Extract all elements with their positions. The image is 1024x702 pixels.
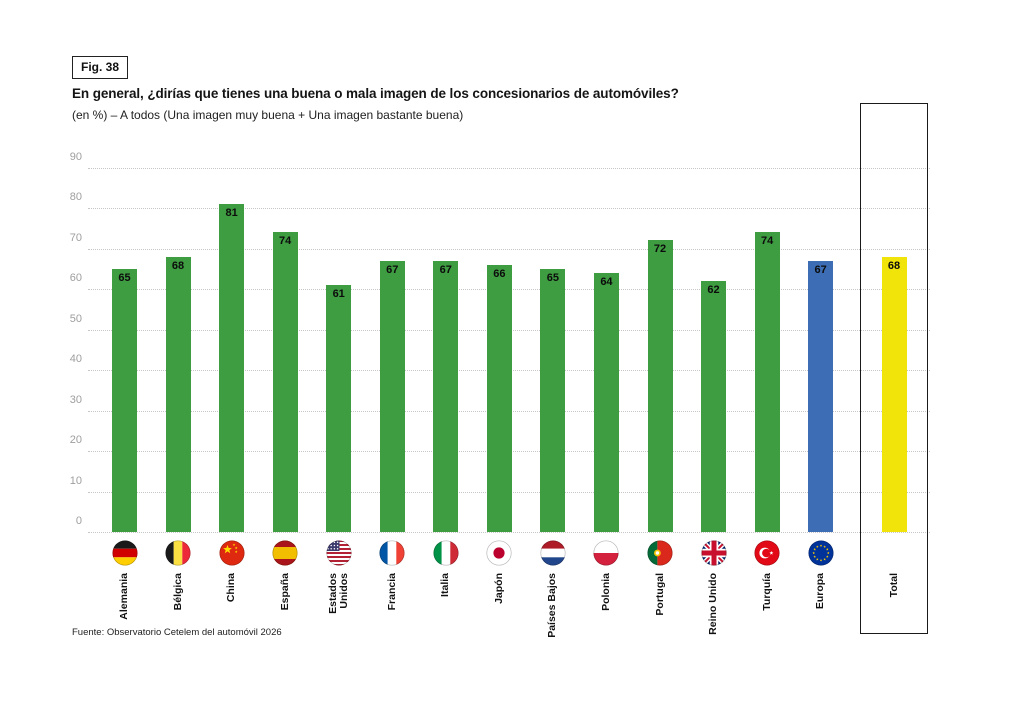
- flag-italia-icon: [433, 540, 459, 566]
- bar-value-polonia: 64: [600, 275, 613, 288]
- bar-value-espana: 74: [279, 235, 292, 248]
- flag-alemania-icon: [111, 540, 138, 566]
- bar-value-francia: 67: [386, 263, 399, 276]
- bar-value-portugal: 72: [653, 243, 667, 256]
- category-label-europa: Europa: [814, 573, 827, 610]
- category-label-total: Total: [887, 573, 900, 598]
- figure-number-badge: Fig. 38: [72, 56, 129, 79]
- category-label-italia: Italia: [439, 573, 452, 597]
- flag-turquia-icon: [754, 540, 780, 566]
- chart-title: En general, ¿dirías que tienes una buena…: [72, 86, 679, 101]
- y-axis-tick-label: 40: [69, 353, 82, 365]
- bar-value-estados-unidos: 61: [332, 287, 345, 300]
- bar-value-italia: 67: [439, 263, 452, 276]
- chart-subtitle: (en %) – A todos (Una imagen muy buena +…: [72, 108, 464, 122]
- bar-value-turquia: 74: [760, 235, 774, 248]
- bar-estados-unidos: 61: [326, 284, 352, 532]
- category-label-espana: España: [278, 573, 291, 611]
- total-highlight-box: [860, 103, 928, 634]
- category-label-portugal: Portugal: [653, 573, 666, 616]
- flag-espana-icon: [272, 540, 298, 566]
- bar-japon: 66: [486, 264, 512, 532]
- gridline: [88, 532, 930, 533]
- bar-value-reino-unido: 62: [707, 283, 720, 296]
- category-label-alemania: Alemania: [118, 573, 130, 620]
- y-axis-tick-label: 50: [69, 312, 82, 325]
- category-label-paises-bajos: Países Bajos: [546, 573, 559, 638]
- bar-value-alemania: 65: [118, 271, 131, 284]
- flag-portugal-icon: [647, 540, 673, 566]
- gridline: [88, 208, 930, 209]
- bar-value-china: 81: [225, 206, 238, 219]
- bar-china: 81: [219, 203, 245, 532]
- y-axis-tick-label: 70: [69, 231, 82, 244]
- flag-polonia-icon: [593, 540, 619, 566]
- category-label-china: China: [225, 573, 238, 603]
- bar-espana: 74: [272, 232, 298, 532]
- flag-europa-icon: [808, 540, 834, 566]
- y-axis-tick-label: 80: [69, 191, 82, 203]
- gridline: [88, 167, 930, 169]
- flag-china-icon: [219, 540, 245, 566]
- bar-francia: 67: [379, 260, 405, 532]
- y-axis-tick-label: 0: [75, 515, 82, 527]
- flag-reino-unido-icon: [700, 540, 727, 566]
- bar-belgica: 68: [165, 256, 191, 532]
- bar-value-total: 68: [887, 259, 901, 272]
- y-axis-tick-label: 90: [69, 150, 82, 163]
- y-axis-tick-label: 60: [69, 272, 82, 284]
- bar-value-belgica: 68: [171, 259, 185, 272]
- category-label-turquia: Turquía: [760, 573, 773, 611]
- category-label-reino-unido: Reino Unido: [707, 573, 720, 635]
- category-label-japon: Japón: [492, 573, 505, 604]
- y-axis-tick-label: 30: [69, 393, 82, 406]
- flag-estados-unidos-icon: [326, 540, 352, 566]
- flag-japon-icon: [486, 540, 512, 566]
- bar-value-europa: 67: [814, 263, 827, 276]
- y-axis-tick-label: 20: [69, 434, 82, 446]
- bar-total: 68: [881, 256, 907, 532]
- bar-portugal: 72: [647, 240, 673, 532]
- bar-turquia: 74: [754, 232, 780, 532]
- y-axis-tick-label: 10: [69, 474, 82, 487]
- bar-italia: 67: [433, 260, 459, 532]
- flag-francia-icon: [379, 540, 405, 566]
- category-label-polonia: Polonia: [599, 573, 612, 611]
- bar-reino-unido: 62: [701, 280, 727, 532]
- category-label-belgica: Bélgica: [171, 573, 184, 611]
- bar-value-paises-bajos: 65: [546, 271, 560, 284]
- bar-paises-bajos: 65: [540, 268, 566, 532]
- bar-alemania: 65: [112, 268, 137, 532]
- source-note: Fuente: Observatorio Cetelem del automóv…: [72, 627, 282, 638]
- bar-polonia: 64: [593, 272, 619, 532]
- category-label-francia: Francia: [385, 573, 398, 611]
- flag-belgica-icon: [165, 540, 191, 566]
- flag-paises-bajos-icon: [540, 540, 566, 566]
- category-label-estados-unidos: Estados Unidos: [326, 573, 350, 614]
- bar-europa: 67: [808, 260, 834, 532]
- gridline: [88, 248, 930, 250]
- bar-value-japon: 66: [493, 267, 506, 280]
